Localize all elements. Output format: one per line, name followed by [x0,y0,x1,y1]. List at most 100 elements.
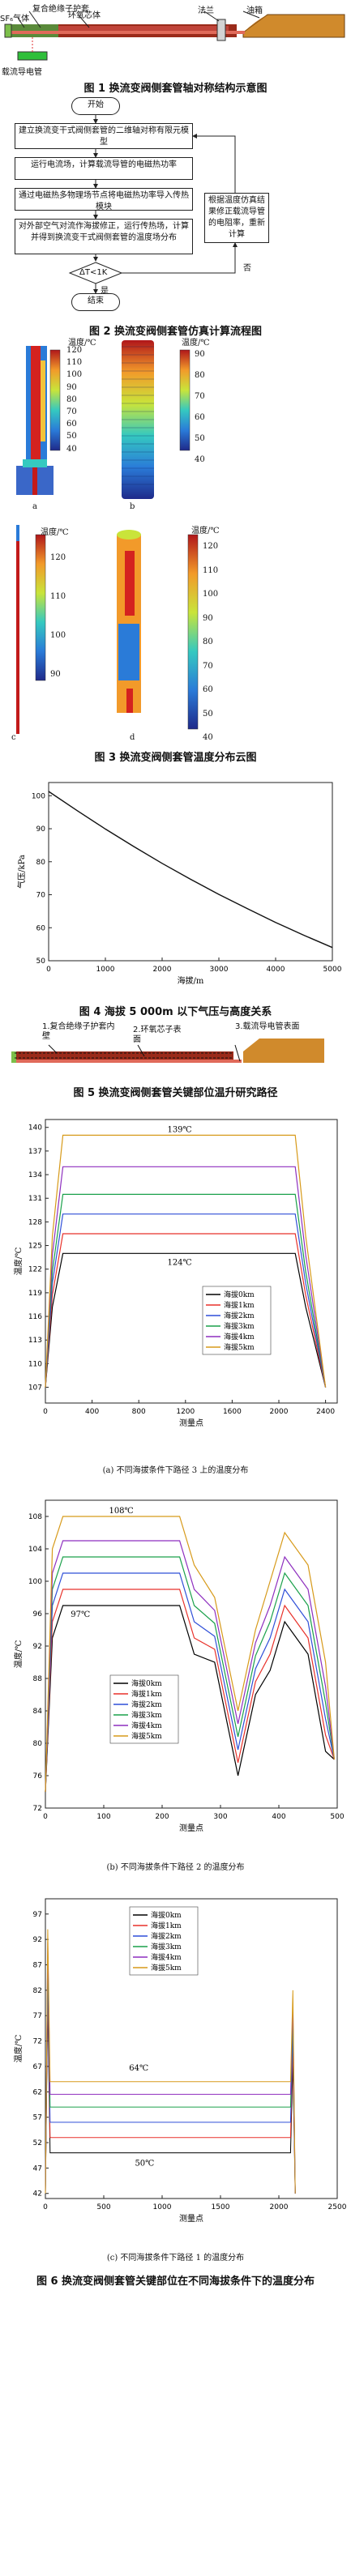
fig2-no-label: 否 [243,264,251,273]
x-tick-label: 400 [85,1408,99,1416]
y-axis-label: 温度/℃ [13,2035,24,2063]
x-tick-label: 1200 [176,1408,195,1416]
fig1-label-flange: 法兰 [198,6,214,15]
y-tick-label: 110 [28,1360,42,1368]
fig6b-chart: 0 100 200 300 400 500 72 76 80 84 88 92 96 100 104 108 测… [13,1499,345,1833]
y-tick-label: 96 [33,1610,43,1619]
y-tick-label: 72 [33,1805,42,1813]
legend-item: 海拔0km [224,1290,255,1299]
fig5-caption: 图 5 换流变阀侧套管关键部位温升研究路径 [73,1087,278,1099]
y-tick-label: 100 [28,1578,42,1586]
fig6a-chart: 0 400 800 1200 1600 2000 2400 107 110 113 116 119 12… [13,1119,338,1428]
plot-frame [48,782,333,962]
series-line [45,1540,335,1793]
x-tick-label: 2000 [270,2203,289,2211]
fig5-drawing [11,1039,324,1063]
plot-frame [45,1119,338,1404]
fig1-label-epoxy: 环氧芯体 [68,11,101,20]
y-tick-label: 80 [33,1740,43,1748]
legend-item: 海拔2km [151,1931,182,1941]
series-line [45,1213,327,1388]
fig3-colorbar-d [187,534,199,730]
x-tick-label: 2400 [316,1408,335,1416]
x-tick-label: 500 [96,2203,110,2211]
x-tick-label: 400 [272,1813,285,1821]
x-tick-label: 3000 [210,966,229,974]
fig5-path3: 3.载流导电管表面 [235,1022,300,1031]
x-tick-label: 1000 [153,2203,172,2211]
y-tick-label: 42 [33,2190,42,2199]
y-tick-label: 87 [33,1962,42,1970]
y-tick-label: 72 [33,2038,42,2046]
fig3-cb-a-ticks: 120 110 100 90 80 70 60 50 40 [66,346,83,454]
annotation-min: 124℃ [167,1258,191,1267]
y-tick-label: 82 [33,1987,42,1995]
fig3-render-d [117,530,141,713]
x-tick-label: 1500 [212,2203,230,2211]
fig2-connectors [68,113,238,294]
fig6a-subcaption: (a) 不同海拔条件下路径 3 上的温度分布 [102,1466,249,1475]
y-tick-label: 97 [33,1911,42,1919]
legend-item: 海拔2km [131,1700,162,1709]
fig3-render-c [16,525,19,734]
series-line [45,1572,335,1793]
fig2-step4: 对外部空气对流作海拔修正，运行传热场，计算并得到换流变干式阀侧套管的温度场分布 [15,219,193,254]
fig3-cb-c-label: 温度/℃ [41,528,69,537]
annotation-max: 108℃ [109,1507,133,1516]
x-tick-label: 4000 [267,966,285,974]
y-tick-label: 104 [28,1546,42,1554]
series-line [45,1166,327,1388]
x-tick-label: 2500 [328,2203,347,2211]
series-line [45,1252,327,1388]
fig1-caption: 图 1 换流变阀侧套管轴对称结构示意图 [83,83,268,95]
fig4-caption: 图 4 海拔 5 000m 以下气压与高度关系 [79,1006,272,1018]
fig3-colorbar-a [49,349,61,451]
fig5-path2: 2.环氧芯子表面 [133,1026,182,1044]
y-tick-label: 116 [28,1313,42,1321]
fig3-colorbar-b [179,349,190,451]
y-tick-label: 137 [28,1148,42,1156]
fig2-step1: 建立换流变干式阀侧套管的二维轴对称有限元模型 [15,123,193,149]
fig3-cb-b-label: 温度/℃ [182,339,210,348]
plot-frame [45,1898,338,2199]
legend-item: 海拔3km [131,1710,162,1720]
fig2-side-step: 根据温度仿真结果修正载流导管的电阻率，重新计算 [204,193,269,243]
legend-item: 海拔5km [151,1963,182,1973]
fig3-render-a [16,346,54,495]
y-tick-label: 128 [28,1218,42,1226]
pressure-curve [48,791,333,949]
x-tick-label: 0 [43,2203,48,2211]
x-tick-label: 100 [96,1813,110,1821]
y-tick-label: 134 [28,1171,42,1179]
y-tick-label: 125 [28,1243,42,1251]
legend-item: 海拔3km [151,1942,182,1951]
fig6c-subcaption: (c) 不同海拔条件下路径 1 的温度分布 [106,2254,245,2263]
legend-item: 海拔1km [224,1300,255,1310]
x-tick-label: 1000 [96,966,115,974]
y-tick-label: 76 [33,1772,43,1781]
y-tick-label: 122 [28,1266,42,1274]
fig2-yes-label: 是 [101,287,109,296]
fig5-path1: 1.复合绝缘子护套内壁 [42,1022,115,1041]
fig6b-subcaption: (b) 不同海拔条件下路径 2 的温度分布 [106,1863,245,1872]
legend-item: 海拔3km [224,1321,255,1331]
x-axis-label: 测量点 [179,1418,203,1428]
fig2-start: 开始 [71,97,120,115]
legend-item: 海拔0km [131,1678,162,1688]
y-tick-label: 80 [36,859,46,867]
y-tick-label: 77 [33,2012,42,2020]
fig1-drawing [4,11,345,61]
fig3-colorbar-c [35,534,46,681]
y-axis-label: 温度/℃ [13,1247,24,1276]
legend-item: 海拔4km [131,1721,162,1730]
series-line [45,1942,296,2194]
fig2-caption: 图 2 换流变阀侧套管仿真计算流程图 [88,326,263,338]
y-axis-label: 气压/kPa [16,855,27,889]
fig1-label-sf6: SF₆气体 [0,15,30,23]
legend-box [202,1286,272,1355]
x-axis-label: 海拔/m [178,975,204,986]
legend-box [129,1906,199,1976]
series-line [45,1605,335,1793]
x-tick-label: 0 [43,1408,48,1416]
plot-frame [45,1499,338,1809]
